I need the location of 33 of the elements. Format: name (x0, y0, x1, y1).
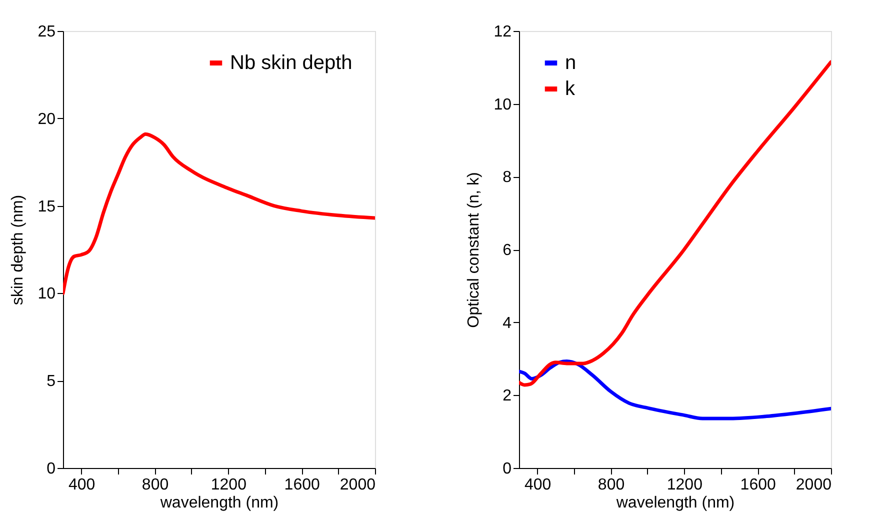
y-axis-title: skin depth (nm) (10, 194, 27, 306)
x-axis-title: wavelength (nm) (615, 494, 735, 512)
x-tick-label: 400 (68, 476, 96, 494)
x-tick-label: 1600 (740, 476, 776, 494)
x-tick-label: 800 (142, 476, 169, 494)
line-series (63, 132, 375, 295)
y-axis-title: Optical constant (n, k) (466, 172, 483, 328)
y-tick-label: 0 (502, 460, 512, 478)
y-tick-label: 25 (38, 24, 56, 40)
legend-label: n (565, 52, 576, 74)
x-tick-label: 2000 (796, 476, 832, 494)
x-tick-label: 400 (524, 476, 552, 494)
y-tick-label: 0 (46, 460, 56, 478)
legend-label: Nb skin depth (230, 52, 352, 74)
x-tick-label: 1200 (666, 476, 703, 494)
line-series (519, 60, 831, 387)
y-tick-label: 12 (494, 24, 512, 40)
legend-label: k (565, 78, 576, 100)
y-tick-label: 20 (38, 110, 56, 128)
y-tick-label: 10 (38, 286, 56, 303)
y-tick-label: 2 (502, 388, 512, 405)
y-tick-label: 5 (46, 373, 56, 390)
x-tick-label: 1600 (284, 476, 320, 494)
y-tick-label: 6 (502, 242, 512, 259)
y-tick-label: 10 (494, 96, 512, 114)
line-series (519, 360, 831, 420)
x-axis-title: wavelength (nm) (159, 494, 279, 512)
y-tick-label: 15 (38, 198, 56, 216)
x-tick-label: 2000 (340, 476, 376, 494)
y-tick-label: 4 (502, 314, 512, 332)
y-tick-label: 8 (502, 169, 512, 186)
x-tick-label: 800 (598, 476, 625, 494)
x-tick-label: 1200 (210, 476, 247, 494)
